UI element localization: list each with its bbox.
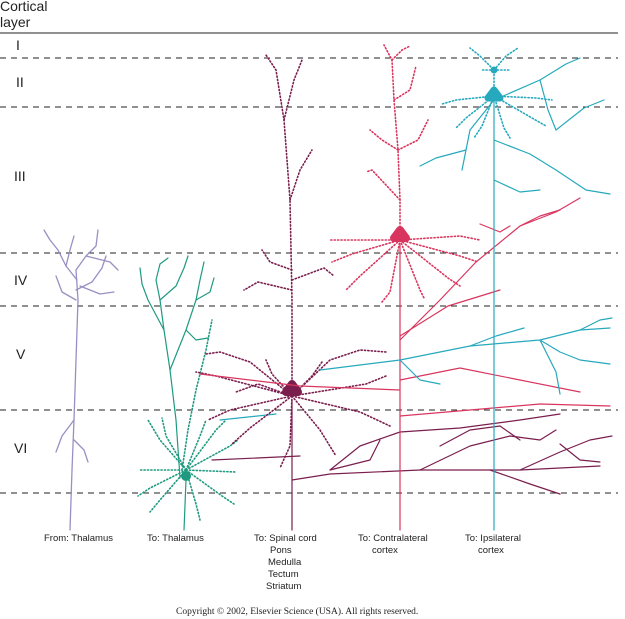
cyan-collateral-8 <box>319 327 611 371</box>
green-spiny-dendrites <box>137 319 239 521</box>
copyright-notice: Copyright © 2002, Elsevier Science (USA)… <box>176 606 418 617</box>
cyan-collateral-10 <box>399 359 441 385</box>
maroon-collateral-6 <box>211 455 301 461</box>
maroon-collateral-4 <box>419 429 557 471</box>
maroon-spiny-dendrites <box>195 54 391 469</box>
caption-contra-line-2: cortex <box>372 545 398 556</box>
caption-spinal-line-4: Tectum <box>268 569 299 580</box>
layer-label-IV: IV <box>14 272 28 288</box>
thalamic-afferent-axon <box>43 229 119 531</box>
maroon-collateral-9 <box>439 425 521 447</box>
crimson-collateral-4 <box>399 403 611 417</box>
caption-spinal-line-3: Medulla <box>268 557 302 568</box>
maroon-collateral-2 <box>329 413 561 471</box>
cyan-collateral-11 <box>579 317 613 331</box>
maroon-soma <box>282 380 302 396</box>
crimson-collateral-5 <box>199 373 401 391</box>
crimson-collateral-6 <box>479 223 511 233</box>
caption-from-thalamus: From: Thalamus <box>44 533 113 544</box>
spinal-projection-neuron <box>195 54 613 531</box>
cyan-collateral-12 <box>539 339 561 395</box>
crimson-soma <box>390 226 410 242</box>
crimson-collateral-2 <box>519 209 561 227</box>
green-apical-tuft <box>139 255 215 479</box>
cyan-collateral-2 <box>493 57 581 101</box>
layer-label-III: III <box>14 168 26 184</box>
caption-contra-line-1: To: Contralateral <box>358 533 428 544</box>
caption-spinal: To: Spinal cord Pons Medulla Tectum Stri… <box>254 533 317 592</box>
cyan-collateral-4 <box>493 139 611 195</box>
maroon-collateral-7 <box>489 469 561 495</box>
caption-contralateral: To: Contralateral cortex <box>358 533 428 556</box>
header-line-2: layer <box>0 14 31 30</box>
cyan-soma-lower <box>484 86 504 102</box>
layer-boundaries <box>0 57 618 494</box>
caption-spinal-line-2: Pons <box>270 545 292 556</box>
contralateral-projection-neuron <box>199 44 611 531</box>
caption-spinal-line-5: Striatum <box>266 581 301 592</box>
cyan-soma-upper <box>490 66 498 74</box>
ipsilateral-projection-neuron <box>319 47 613 531</box>
layer-label-VI: VI <box>14 440 27 456</box>
caption-ipsi-line-2: cortex <box>478 545 504 556</box>
crimson-spiny-dendrites <box>329 44 481 303</box>
cyan-collateral-1 <box>461 99 495 171</box>
crimson-collateral-7 <box>399 289 501 337</box>
green-axon <box>183 479 187 531</box>
thalamic-projection-neuron <box>137 255 277 531</box>
layer-label-I: I <box>16 37 20 53</box>
maroon-collateral-8 <box>559 443 601 463</box>
cyan-collateral-13 <box>469 327 525 347</box>
maroon-collateral-5 <box>519 435 613 471</box>
cyan-collateral-9 <box>539 339 611 365</box>
cyan-collateral-6 <box>493 179 541 193</box>
crimson-collateral-3 <box>399 367 581 393</box>
cyan-collateral-7 <box>419 149 467 167</box>
cyan-collateral-5 <box>555 99 605 131</box>
cyan-collateral-3 <box>539 79 557 131</box>
green-soma <box>181 471 191 481</box>
layer-label-II: II <box>16 74 24 90</box>
header-line-1: Cortical <box>0 0 47 14</box>
caption-ipsilateral: To: Ipsilateral cortex <box>465 533 521 556</box>
caption-spinal-line-1: To: Spinal cord <box>254 533 317 544</box>
caption-ipsi-line-1: To: Ipsilateral <box>465 533 521 544</box>
caption-to-thalamus: To: Thalamus <box>147 533 204 544</box>
layer-label-V: V <box>16 346 26 362</box>
maroon-collateral-3 <box>329 439 381 471</box>
